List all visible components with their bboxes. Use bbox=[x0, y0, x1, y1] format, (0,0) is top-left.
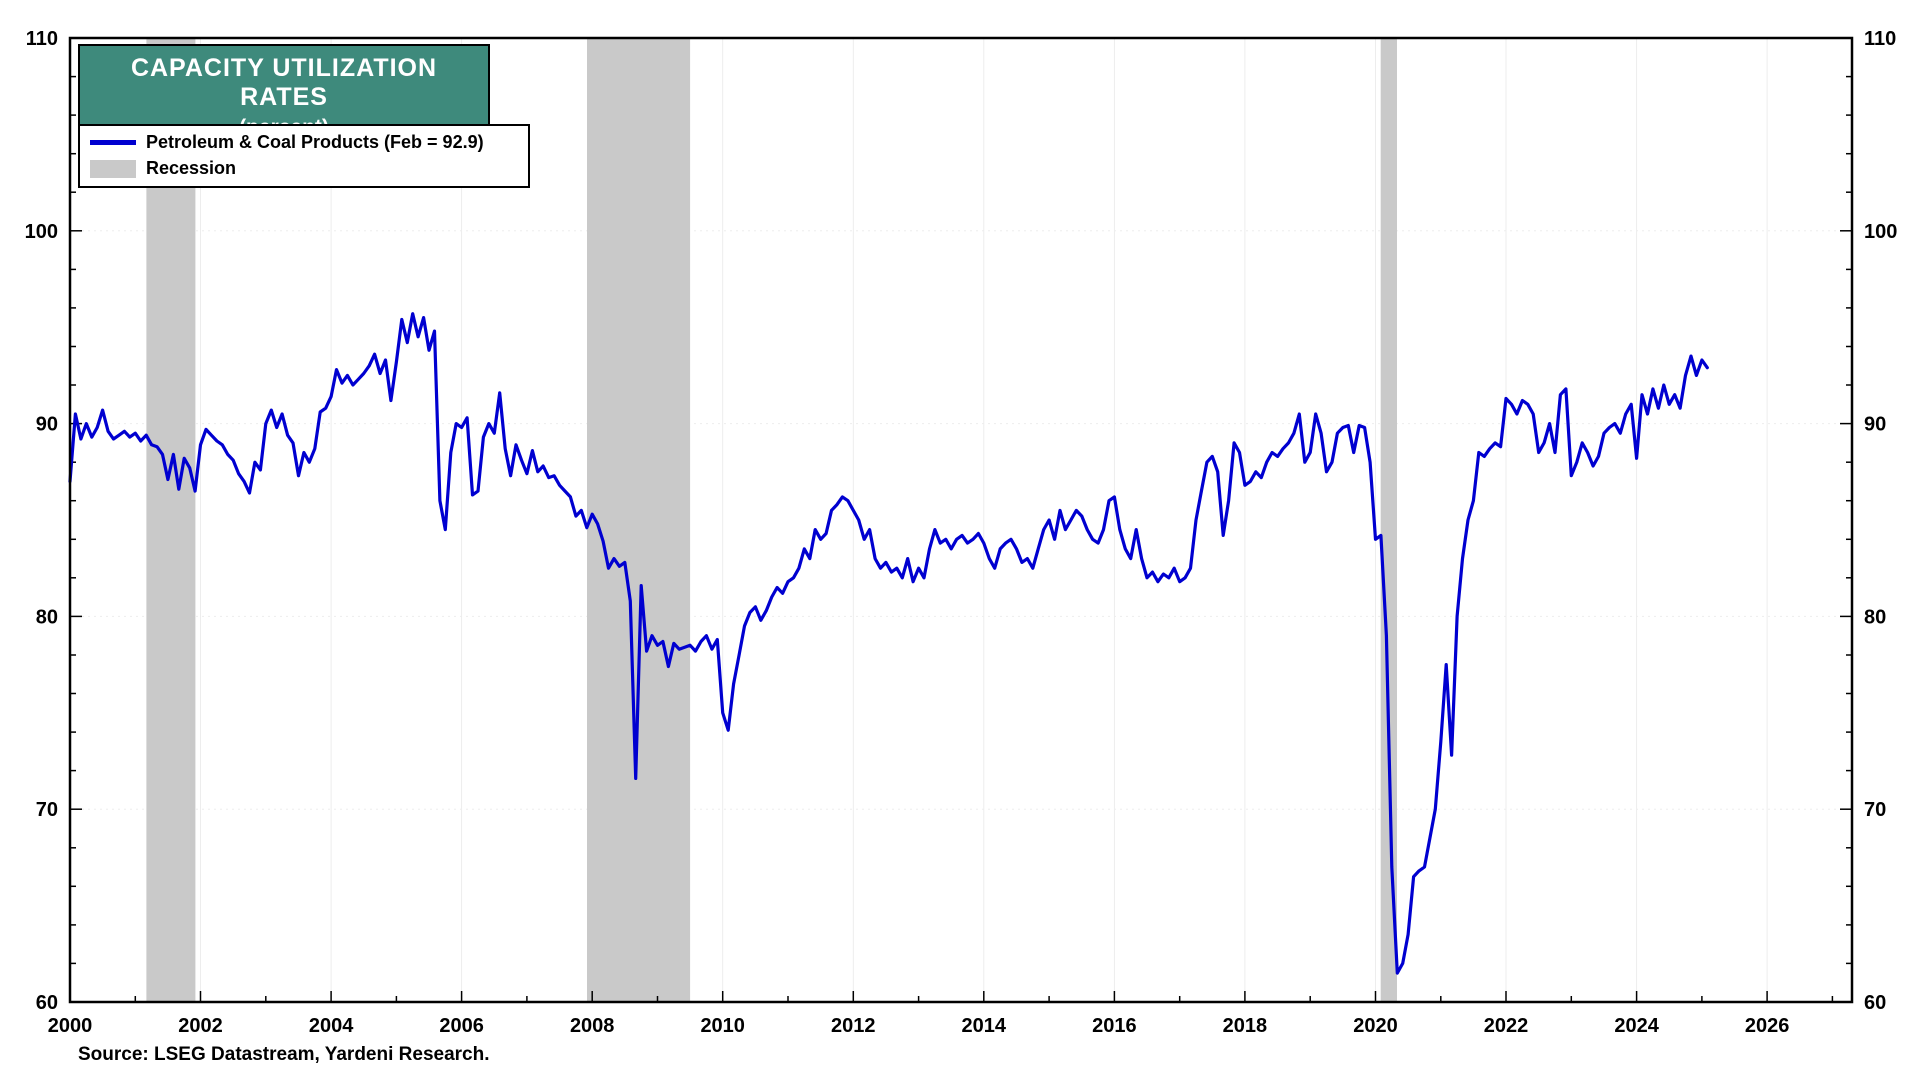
svg-text:2012: 2012 bbox=[831, 1015, 876, 1037]
svg-text:2024: 2024 bbox=[1614, 1015, 1659, 1037]
svg-text:100: 100 bbox=[25, 221, 58, 243]
svg-text:2000: 2000 bbox=[48, 1015, 93, 1037]
svg-text:110: 110 bbox=[1864, 28, 1896, 50]
svg-text:60: 60 bbox=[1864, 992, 1886, 1014]
svg-text:2014: 2014 bbox=[962, 1015, 1007, 1037]
svg-text:2022: 2022 bbox=[1484, 1015, 1529, 1037]
svg-text:2020: 2020 bbox=[1353, 1015, 1398, 1037]
series-line-swatch-icon bbox=[90, 140, 136, 146]
svg-text:100: 100 bbox=[1864, 221, 1897, 243]
svg-text:2010: 2010 bbox=[700, 1015, 745, 1037]
legend-series-label: Petroleum & Coal Products (Feb = 92.9) bbox=[146, 132, 484, 152]
legend-recession-label: Recession bbox=[146, 157, 237, 178]
svg-text:70: 70 bbox=[36, 799, 58, 821]
svg-text:70: 70 bbox=[1864, 799, 1886, 821]
svg-text:90: 90 bbox=[1864, 414, 1886, 436]
chart-legend: Petroleum & Coal Products (Feb = 92.9) R… bbox=[78, 124, 530, 188]
recession-swatch-icon bbox=[90, 159, 136, 178]
svg-text:60: 60 bbox=[36, 992, 58, 1014]
svg-text:2016: 2016 bbox=[1092, 1015, 1137, 1037]
svg-text:90: 90 bbox=[36, 414, 58, 436]
legend-item-recession: Recession bbox=[90, 157, 518, 179]
svg-text:80: 80 bbox=[36, 606, 58, 628]
source-text: Source: LSEG Datastream, Yardeni Researc… bbox=[78, 1044, 490, 1065]
svg-text:2026: 2026 bbox=[1745, 1015, 1790, 1037]
svg-text:2002: 2002 bbox=[178, 1015, 223, 1037]
svg-text:110: 110 bbox=[26, 28, 58, 50]
chart-title: CAPACITY UTILIZATION RATES bbox=[130, 54, 438, 111]
svg-text:80: 80 bbox=[1864, 606, 1886, 628]
legend-item-series: Petroleum & Coal Products (Feb = 92.9) bbox=[90, 132, 518, 153]
svg-text:2008: 2008 bbox=[570, 1015, 615, 1037]
svg-text:2018: 2018 bbox=[1223, 1015, 1268, 1037]
svg-text:2004: 2004 bbox=[309, 1015, 354, 1037]
svg-text:2006: 2006 bbox=[439, 1015, 484, 1037]
